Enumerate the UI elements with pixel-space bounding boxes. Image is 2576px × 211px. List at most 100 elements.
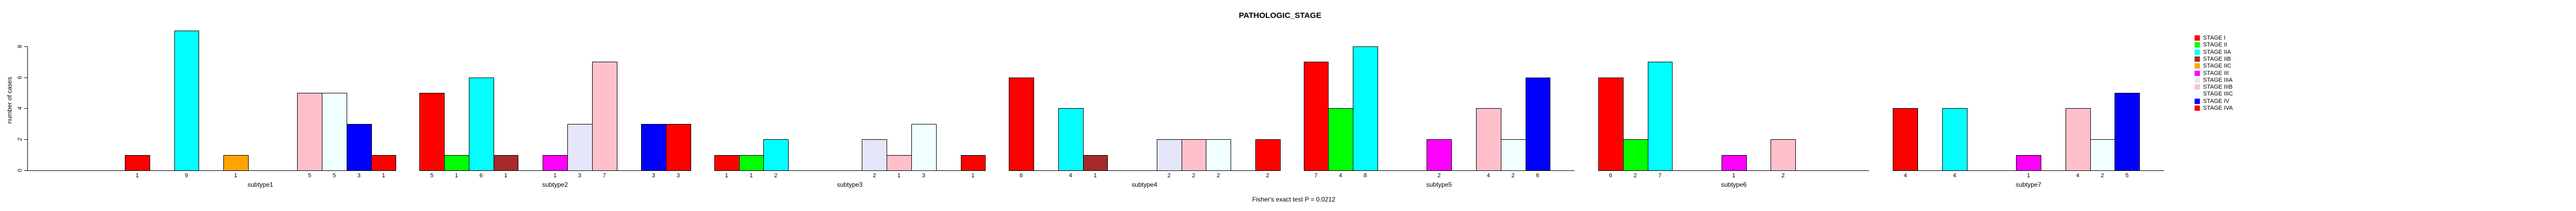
legend-label: STAGE I	[2203, 35, 2226, 41]
legend-label: STAGE IIB	[2203, 55, 2231, 62]
legend-swatch-stage-ii	[2195, 42, 2200, 48]
bar-subtype1-stage-i	[125, 155, 150, 171]
bar-subtype6-stage-ii	[1623, 139, 1648, 171]
bar-count-label: 2	[1192, 172, 1196, 179]
bar-count-label: 3	[578, 172, 582, 179]
bar-count-label: 2	[1634, 172, 1637, 179]
bar-count-label: 2	[1216, 172, 1220, 179]
bar-count-label: 1	[504, 172, 508, 179]
legend-swatch-stage-iia	[2195, 49, 2200, 55]
bar-count-label: 2	[1781, 172, 1785, 179]
bar-subtype3-stage-iiib	[887, 155, 912, 171]
bar-subtype3-stage-iva	[960, 155, 986, 171]
y-tick-mark	[24, 108, 28, 109]
bar-subtype2-stage-ii	[444, 155, 469, 171]
bar-count-label: 2	[1266, 172, 1270, 179]
bar-count-label: 5	[308, 172, 311, 179]
bar-subtype2-stage-iv	[641, 123, 667, 171]
bar-count-label: 3	[357, 172, 361, 179]
legend-label: STAGE II	[2203, 42, 2227, 49]
bar-subtype2-stage-iia	[468, 77, 494, 171]
legend-swatch-stage-iib	[2195, 56, 2200, 62]
x-axis-group-label-subtype5: subtype5	[1426, 181, 1452, 188]
bar-count-label: 6	[1609, 172, 1613, 179]
bar-count-label: 2	[1511, 172, 1515, 179]
y-tick-mark	[24, 170, 28, 171]
x-axis-baseline	[28, 170, 396, 171]
bar-count-label: 2	[774, 172, 778, 179]
bar-count-label: 2	[1167, 172, 1171, 179]
bar-subtype7-stage-iia	[1942, 108, 1968, 171]
x-axis-baseline	[714, 170, 986, 171]
bar-subtype5-stage-i	[1303, 62, 1329, 171]
bar-subtype1-stage-iiib	[297, 93, 323, 171]
bar-count-label: 1	[382, 172, 386, 179]
bar-subtype7-stage-i	[1893, 108, 1919, 171]
bar-subtype5-stage-iii	[1427, 139, 1452, 171]
bar-subtype4-stage-iia	[1058, 108, 1084, 171]
chart-title: PATHOLOGIC_STAGE	[1238, 11, 1322, 20]
bar-subtype1-stage-iic	[223, 155, 249, 171]
x-axis-group-label-subtype3: subtype3	[837, 181, 863, 188]
bar-count-label: 8	[1363, 172, 1367, 179]
bar-subtype2-stage-i	[419, 93, 445, 171]
bar-count-label: 9	[184, 172, 188, 179]
bar-subtype2-stage-iii	[543, 155, 568, 171]
bar-subtype2-stage-iib	[493, 155, 519, 171]
bar-subtype7-stage-iii	[2016, 155, 2042, 171]
bar-count-label: 1	[135, 172, 139, 179]
y-tick-label: 8	[17, 44, 23, 48]
bar-count-label: 4	[2076, 172, 2080, 179]
bar-subtype1-stage-iv	[346, 123, 372, 171]
bar-subtype5-stage-iia	[1353, 46, 1378, 171]
y-tick-label: 4	[17, 107, 23, 110]
bar-subtype3-stage-ii	[739, 155, 764, 171]
bar-subtype3-stage-iiia	[862, 139, 888, 171]
bar-count-label: 4	[1487, 172, 1490, 179]
bar-subtype5-stage-iiib	[1476, 108, 1501, 171]
legend-swatch-stage-iv	[2195, 98, 2200, 104]
bar-count-label: 1	[1732, 172, 1736, 179]
legend-swatch-stage-i	[2195, 35, 2200, 41]
bar-count-label: 1	[897, 172, 901, 179]
y-axis-label: number of cases	[6, 76, 13, 124]
bar-count-label: 4	[1953, 172, 1956, 179]
bar-subtype1-stage-iiic	[322, 93, 347, 171]
bar-count-label: 7	[1314, 172, 1318, 179]
legend-label: STAGE IV	[2203, 98, 2229, 104]
y-tick-label: 0	[17, 168, 23, 172]
bar-subtype7-stage-iiib	[2065, 108, 2091, 171]
bar-subtype2-stage-iiib	[592, 62, 617, 171]
x-axis-baseline	[1009, 170, 1280, 171]
legend-label: STAGE IIIB	[2203, 84, 2233, 91]
bar-subtype4-stage-iva	[1255, 139, 1281, 171]
bar-subtype1-stage-iva	[371, 155, 397, 171]
bar-count-label: 5	[2125, 172, 2129, 179]
bar-count-label: 1	[455, 172, 458, 179]
legend-swatch-stage-iii	[2195, 70, 2200, 76]
bar-subtype4-stage-i	[1009, 77, 1034, 171]
bar-subtype7-stage-iv	[2115, 93, 2140, 171]
bar-count-label: 2	[872, 172, 876, 179]
bar-count-label: 6	[479, 172, 483, 179]
y-tick-mark	[24, 139, 28, 140]
bar-subtype5-stage-ii	[1328, 108, 1354, 171]
bar-count-label: 1	[971, 172, 975, 179]
bar-count-label: 7	[603, 172, 606, 179]
bar-count-label: 1	[749, 172, 753, 179]
bar-count-label: 5	[332, 172, 336, 179]
legend-label: STAGE IIC	[2203, 63, 2231, 70]
legend-label: STAGE IIIA	[2203, 76, 2233, 83]
legend-swatch-stage-iiib	[2195, 84, 2200, 90]
bar-count-label: 3	[922, 172, 926, 179]
bar-count-label: 7	[1658, 172, 1661, 179]
bar-count-label: 2	[1437, 172, 1441, 179]
fisher-test-annotation: Fisher's exact test P = 0.0212	[1252, 196, 1335, 203]
bar-count-label: 2	[2100, 172, 2104, 179]
bar-subtype3-stage-iiic	[911, 123, 937, 171]
bar-subtype4-stage-iiib	[1181, 139, 1207, 171]
legend-label: STAGE IIIC	[2203, 91, 2233, 98]
bar-subtype3-stage-i	[714, 155, 740, 171]
bar-subtype3-stage-iia	[763, 139, 789, 171]
bar-count-label: 1	[234, 172, 238, 179]
